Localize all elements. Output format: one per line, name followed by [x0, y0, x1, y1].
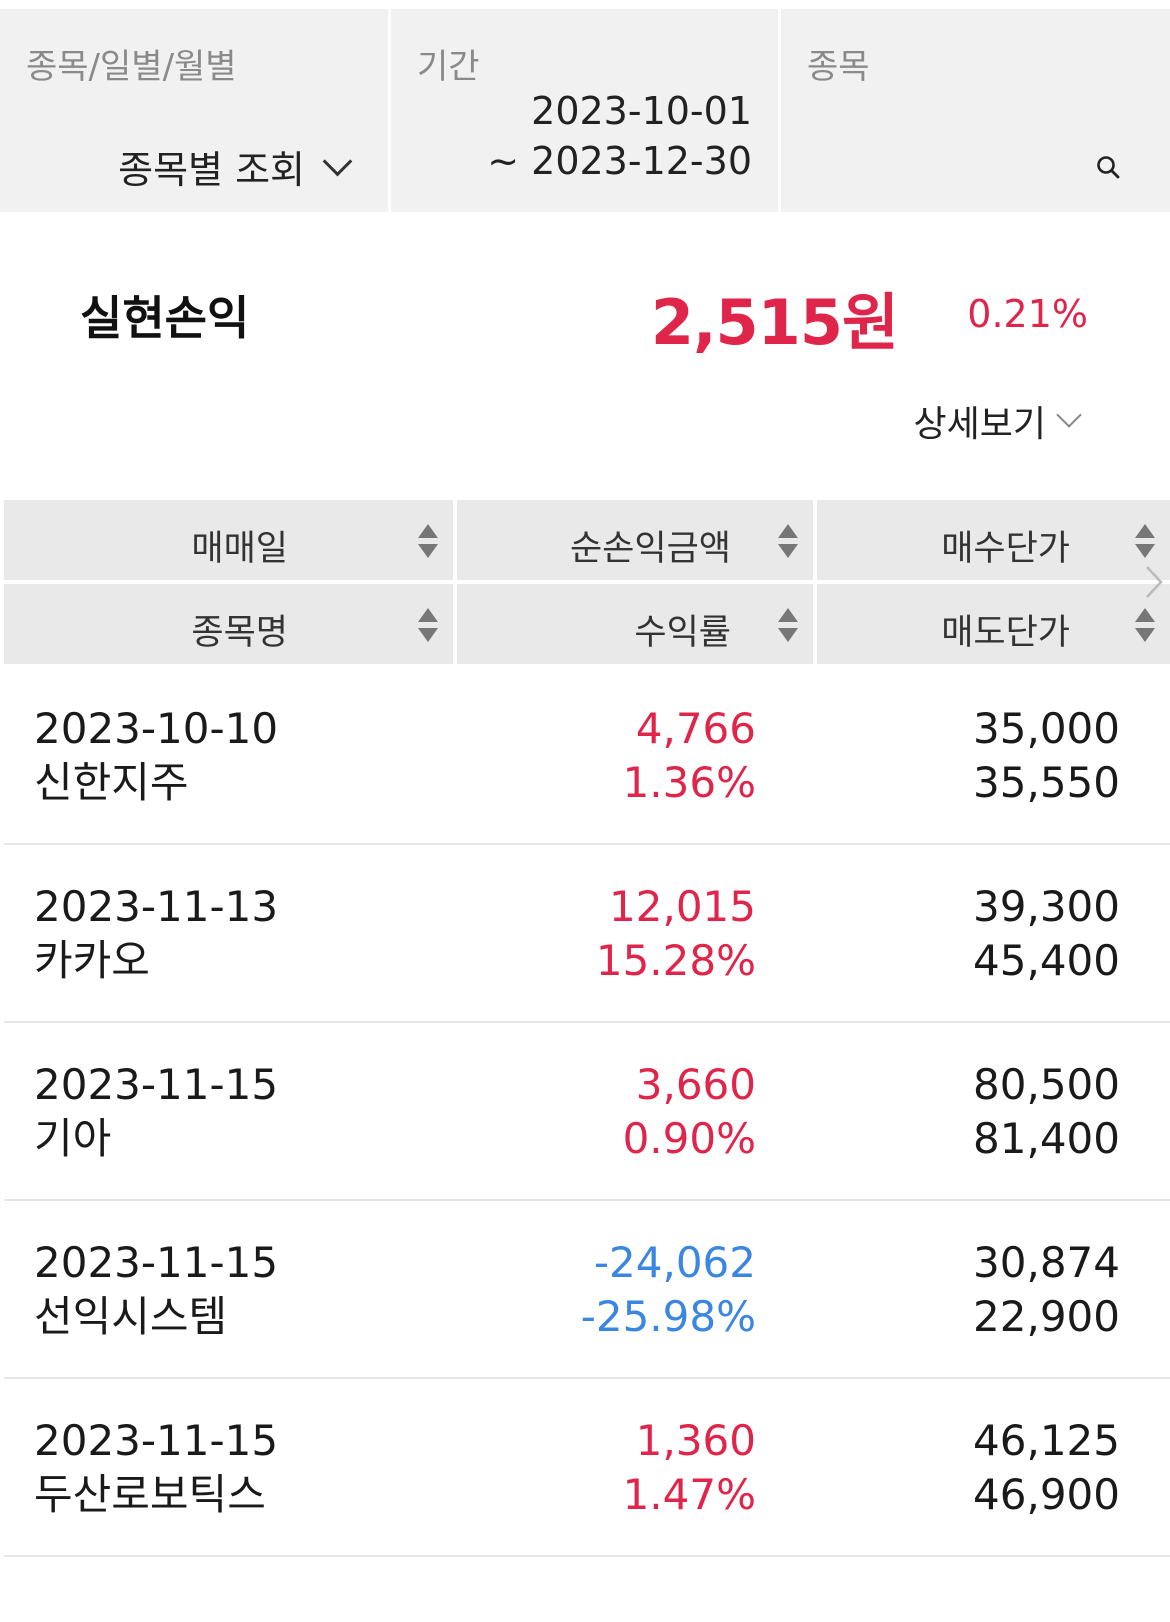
net-pl: 4,766 [635, 704, 756, 753]
table-row[interactable]: 2023-11-15 기아 3,660 0.90% 80,500 81,400 [4, 1023, 1170, 1201]
sort-header-stock-name[interactable]: 종목명 [4, 584, 453, 664]
period-selector[interactable]: 기간 2023-10-01 ~ 2023-12-30 [391, 9, 778, 212]
period-label: 기간 [417, 47, 480, 87]
stock-name: 두산로보틱스 [34, 1470, 266, 1519]
filter-bar: 종목/일별/월별 종목별 조회 기간 2023-10-01 ~ 2023-12-… [0, 9, 1170, 212]
table-header: 매매일 순손익금액 매수단가 종목명 수익률 매도단가 [4, 500, 1170, 667]
stock-label: 종목 [807, 47, 870, 87]
table-row[interactable]: 2023-11-15 선익시스템 -24,062 -25.98% 30,874 … [4, 1201, 1170, 1379]
header-label: 매수단가 [941, 529, 1070, 569]
table-row[interactable]: 2023-11-15 두산로보틱스 1,360 1.47% 46,125 46,… [4, 1379, 1170, 1557]
view-type-value: 종목별 조회 [118, 148, 305, 192]
chevron-down-icon [1056, 402, 1082, 428]
header-label: 매매일 [191, 529, 288, 569]
trade-date: 2023-11-13 [34, 882, 279, 931]
return-rate: 15.28% [595, 936, 756, 985]
buy-price: 80,500 [973, 1060, 1120, 1109]
period-end: ~ 2023-12-30 [487, 139, 752, 183]
header-label: 매도단가 [941, 613, 1070, 653]
sort-icon [418, 608, 438, 642]
sort-icon [1135, 524, 1155, 558]
header-label: 종목명 [191, 613, 288, 653]
realized-pl-rate: 0.21% [967, 292, 1088, 336]
header-label: 순손익금액 [569, 529, 731, 569]
sell-price: 45,400 [973, 936, 1120, 985]
realized-pl-label: 실현손익 [80, 291, 250, 345]
trade-date: 2023-11-15 [34, 1238, 279, 1287]
buy-price: 39,300 [973, 882, 1120, 931]
sort-header-sell-price[interactable]: 매도단가 [817, 584, 1170, 664]
stock-name: 기아 [34, 1114, 112, 1163]
return-rate: -25.98% [580, 1292, 756, 1341]
sort-header-net-pl[interactable]: 순손익금액 [457, 500, 813, 580]
sort-header-buy-price[interactable]: 매수단가 [817, 500, 1170, 580]
view-type-selector[interactable]: 종목/일별/월별 종목별 조회 [0, 9, 388, 212]
header-label: 수익률 [634, 613, 731, 653]
sort-header-trade-date[interactable]: 매매일 [4, 500, 453, 580]
sell-price: 46,900 [973, 1470, 1120, 1519]
realized-pl-amount: 2,515원 [650, 286, 899, 359]
return-rate: 0.90% [622, 1114, 756, 1163]
chevron-right-icon[interactable] [1144, 565, 1164, 599]
sell-price: 35,550 [973, 758, 1120, 807]
trade-date: 2023-10-10 [34, 704, 279, 753]
sort-icon [1135, 608, 1155, 642]
table-row[interactable]: 2023-10-10 신한지주 4,766 1.36% 35,000 35,55… [4, 667, 1170, 845]
sort-icon [418, 524, 438, 558]
stock-name: 신한지주 [34, 758, 189, 807]
detail-toggle-label: 상세보기 [913, 404, 1046, 445]
net-pl: 12,015 [609, 882, 756, 931]
stock-name: 선익시스템 [34, 1292, 228, 1341]
stock-search[interactable]: 종목 [781, 9, 1170, 212]
trade-list: 2023-10-10 신한지주 4,766 1.36% 35,000 35,55… [4, 667, 1170, 1557]
sell-price: 81,400 [973, 1114, 1120, 1163]
buy-price: 30,874 [973, 1238, 1120, 1287]
return-rate: 1.47% [622, 1470, 756, 1519]
search-icon[interactable] [1096, 155, 1120, 179]
trade-date: 2023-11-15 [34, 1060, 279, 1109]
chevron-down-icon [322, 146, 353, 177]
sort-icon [778, 524, 798, 558]
buy-price: 35,000 [973, 704, 1120, 753]
detail-toggle-button[interactable]: 상세보기 [913, 395, 1082, 447]
trade-date: 2023-11-15 [34, 1416, 279, 1465]
table-row[interactable]: 2023-11-13 카카오 12,015 15.28% 39,300 45,4… [4, 845, 1170, 1023]
sort-icon [778, 608, 798, 642]
return-rate: 1.36% [622, 758, 756, 807]
view-type-label: 종목/일별/월별 [26, 47, 237, 87]
sort-header-return-rate[interactable]: 수익률 [457, 584, 813, 664]
view-type-dropdown[interactable]: 종목별 조회 [118, 139, 353, 194]
period-start: 2023-10-01 [531, 89, 752, 133]
sell-price: 22,900 [973, 1292, 1120, 1341]
stock-name: 카카오 [34, 936, 150, 985]
net-pl: 3,660 [635, 1060, 756, 1109]
net-pl: 1,360 [635, 1416, 756, 1465]
buy-price: 46,125 [973, 1416, 1120, 1465]
net-pl: -24,062 [593, 1238, 756, 1287]
